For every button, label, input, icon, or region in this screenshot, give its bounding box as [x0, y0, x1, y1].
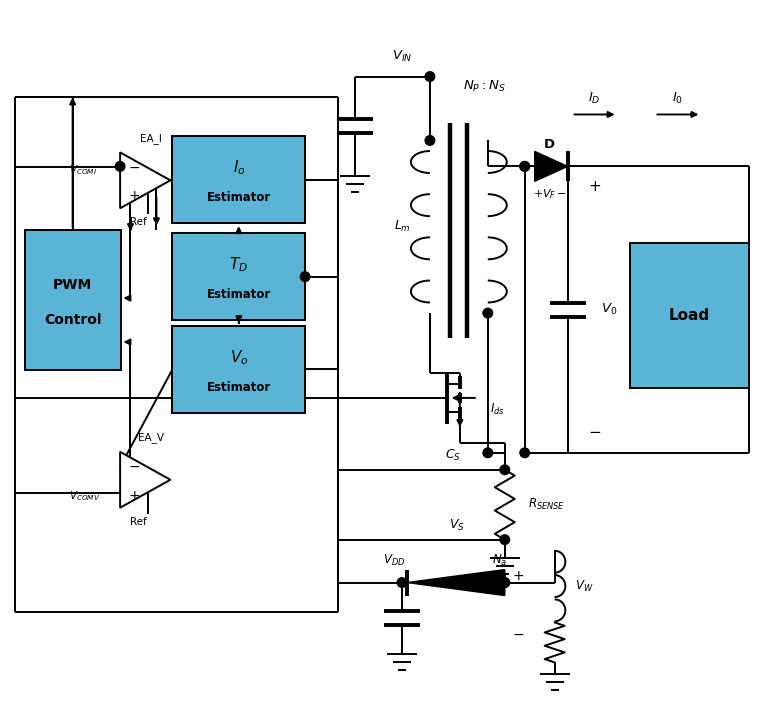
Polygon shape — [407, 569, 505, 595]
Text: $I_D$: $I_D$ — [588, 91, 601, 106]
Text: D: D — [544, 138, 556, 151]
Text: Estimator: Estimator — [207, 288, 271, 301]
Circle shape — [500, 535, 510, 544]
Text: $T_D$: $T_D$ — [229, 256, 248, 274]
Bar — [629, 244, 750, 388]
Text: Load: Load — [669, 308, 710, 323]
Text: −: − — [588, 426, 601, 440]
Circle shape — [116, 161, 125, 171]
Polygon shape — [535, 152, 568, 181]
Text: Ref: Ref — [130, 217, 147, 227]
Text: −: − — [129, 161, 140, 174]
Polygon shape — [120, 152, 170, 208]
Text: $I_{ds}$: $I_{ds}$ — [490, 402, 505, 418]
Circle shape — [483, 308, 492, 318]
Text: $V_0$: $V_0$ — [601, 302, 618, 317]
Text: EA_I: EA_I — [140, 133, 162, 144]
Text: Ref: Ref — [130, 517, 147, 527]
Bar — [173, 233, 305, 320]
Text: $N_a$: $N_a$ — [492, 553, 508, 568]
Text: +: + — [513, 569, 524, 583]
Circle shape — [520, 161, 530, 171]
Text: +: + — [129, 189, 140, 203]
Text: −: − — [129, 459, 140, 474]
Circle shape — [500, 465, 510, 474]
Circle shape — [397, 578, 406, 588]
Bar — [173, 326, 305, 413]
Text: $V_W$: $V_W$ — [575, 578, 594, 593]
Text: PWM: PWM — [53, 278, 92, 292]
Text: $I_0$: $I_0$ — [672, 91, 683, 106]
Text: Estimator: Estimator — [207, 381, 271, 394]
Circle shape — [425, 72, 435, 81]
Text: $C_S$: $C_S$ — [445, 448, 461, 463]
Circle shape — [520, 448, 530, 457]
Text: $V_{COMI}$: $V_{COMI}$ — [68, 164, 97, 177]
Text: $V_{DD}$: $V_{DD}$ — [383, 553, 405, 568]
Text: $R_{SENSE}$: $R_{SENSE}$ — [528, 497, 565, 513]
Circle shape — [425, 136, 435, 145]
Circle shape — [500, 578, 510, 588]
Circle shape — [301, 272, 310, 282]
Circle shape — [483, 448, 492, 457]
Text: $V_{IN}$: $V_{IN}$ — [392, 49, 412, 64]
Circle shape — [520, 161, 530, 171]
Polygon shape — [120, 452, 170, 508]
Text: EA_V: EA_V — [138, 433, 164, 443]
Text: $I_o$: $I_o$ — [233, 159, 245, 177]
Text: $V_o$: $V_o$ — [230, 348, 248, 367]
Text: −: − — [513, 627, 524, 641]
Text: $N_P : N_S$: $N_P : N_S$ — [463, 79, 506, 94]
Circle shape — [500, 578, 510, 588]
Text: +: + — [129, 489, 140, 503]
Text: +: + — [588, 179, 601, 194]
Text: $L_m$: $L_m$ — [393, 219, 410, 234]
Bar — [24, 230, 120, 370]
Text: Estimator: Estimator — [207, 191, 271, 205]
Bar — [173, 137, 305, 223]
Text: $V_{COMV}$: $V_{COMV}$ — [68, 489, 100, 503]
Text: $V_S$: $V_S$ — [449, 518, 465, 533]
Text: Control: Control — [44, 313, 101, 327]
Text: $+V_F-$: $+V_F-$ — [533, 188, 567, 201]
